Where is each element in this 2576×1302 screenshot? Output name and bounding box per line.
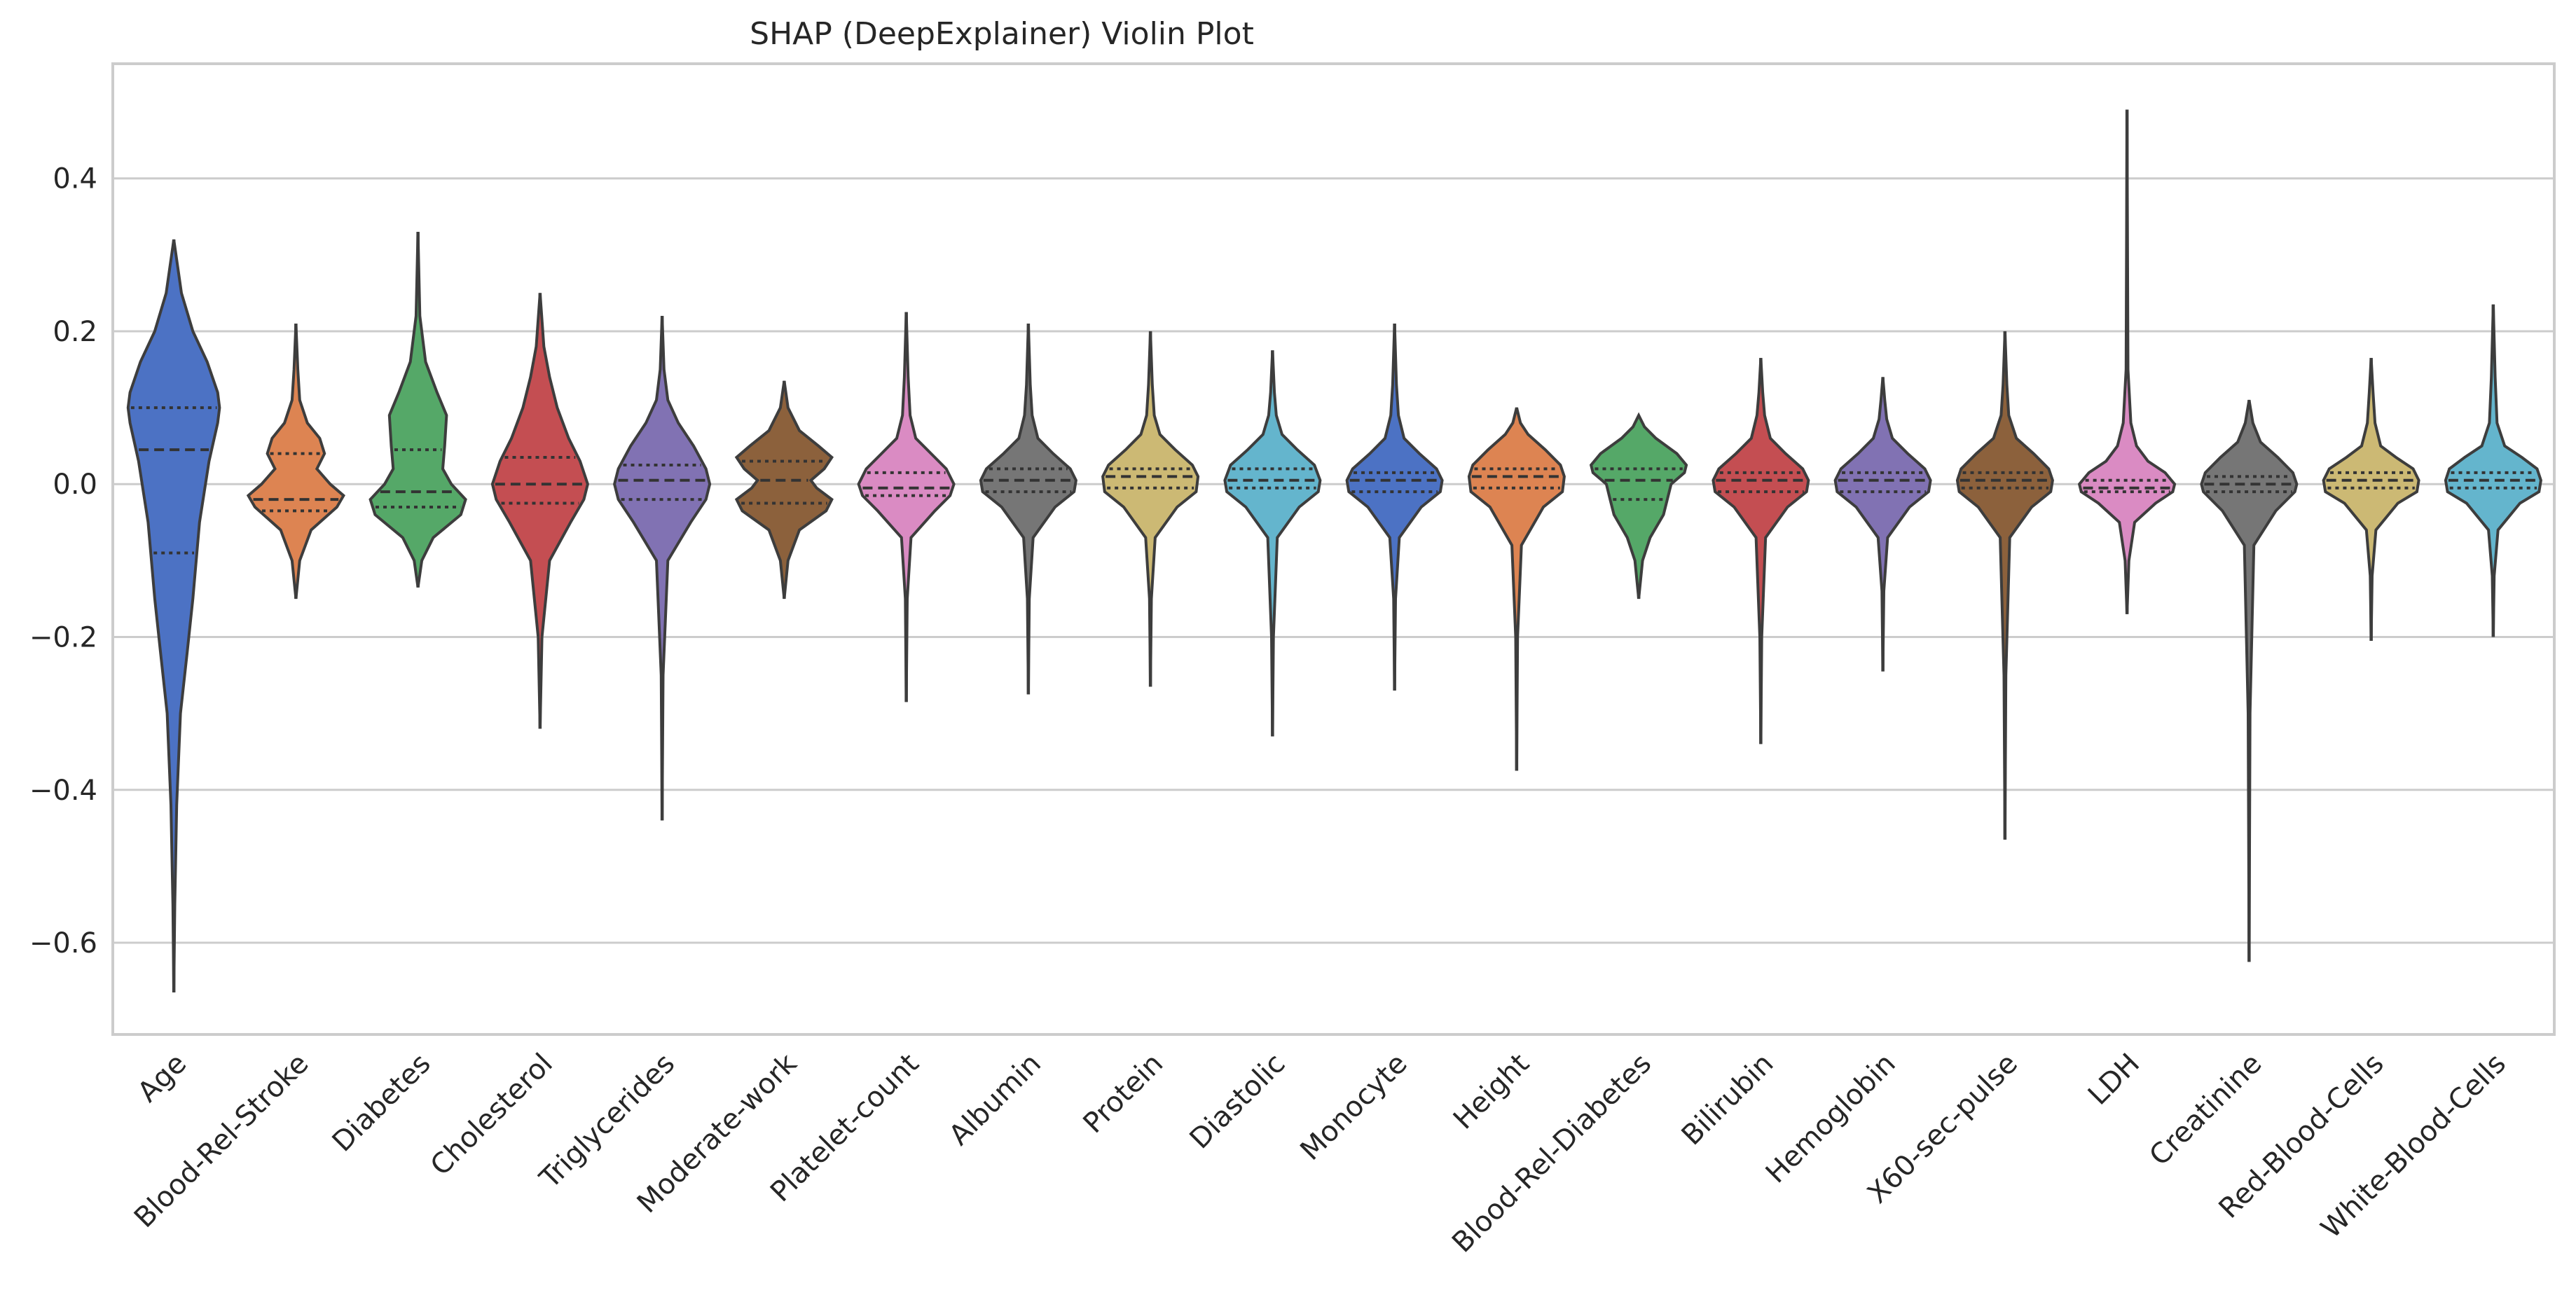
violin-protein (1101, 331, 1200, 687)
violin-body (857, 312, 956, 702)
violin-body (1345, 324, 1444, 691)
y-tick-label: −0.6 (29, 927, 97, 960)
violin-body (1955, 331, 2054, 840)
violin-body (1711, 358, 1810, 745)
violin-body (490, 293, 589, 729)
y-tick-label: 0.4 (53, 163, 97, 195)
violin-age (126, 239, 221, 993)
chart-title: SHAP (DeepExplainer) Violin Plot (750, 16, 1254, 52)
violin-body (979, 324, 1077, 695)
violin-body (126, 239, 221, 993)
violin-platelet-count (857, 312, 956, 702)
violin-body (2444, 304, 2542, 637)
violin-red-blood-cells (2322, 358, 2420, 642)
violin-white-blood-cells (2444, 304, 2542, 637)
violin-creatinine (2200, 399, 2299, 962)
y-tick-labels: 0.4 0.2 0.0 −0.2 −0.4 −0.6 (29, 163, 97, 960)
violin-blood-rel-stroke (246, 324, 345, 600)
violin-ldh (2077, 109, 2177, 614)
y-tick-label: 0.0 (53, 469, 97, 501)
violin-height (1467, 407, 1566, 771)
violin-blood-rel-diabetes (1589, 412, 1688, 600)
violin-x60-sec-pulse (1955, 331, 2054, 840)
violins (126, 109, 2542, 993)
y-tick-label: −0.2 (29, 622, 97, 654)
violin-body (1223, 350, 1322, 737)
violin-body (1589, 412, 1688, 600)
violin-body (2200, 399, 2299, 962)
violin-cholesterol (490, 293, 589, 729)
violin-body (2322, 358, 2420, 642)
violin-body (1833, 377, 1932, 672)
violin-monocyte (1345, 324, 1444, 691)
violin-body (1467, 407, 1566, 771)
violin-body (613, 316, 712, 821)
violin-body (246, 324, 345, 600)
violin-diabetes (369, 232, 467, 588)
y-tick-label: 0.2 (53, 316, 97, 348)
y-tick-label: −0.4 (29, 775, 97, 807)
violin-hemoglobin (1833, 377, 1932, 672)
plot-frame (111, 62, 2556, 1036)
violin-body (734, 380, 834, 600)
violin-albumin (979, 324, 1077, 695)
violin-moderate-work (734, 380, 834, 600)
violin-triglycerides (613, 316, 712, 821)
violin-bilirubin (1711, 358, 1810, 745)
violin-diastolic (1223, 350, 1322, 737)
violin-body (1101, 331, 1200, 687)
violin-body (369, 232, 467, 588)
